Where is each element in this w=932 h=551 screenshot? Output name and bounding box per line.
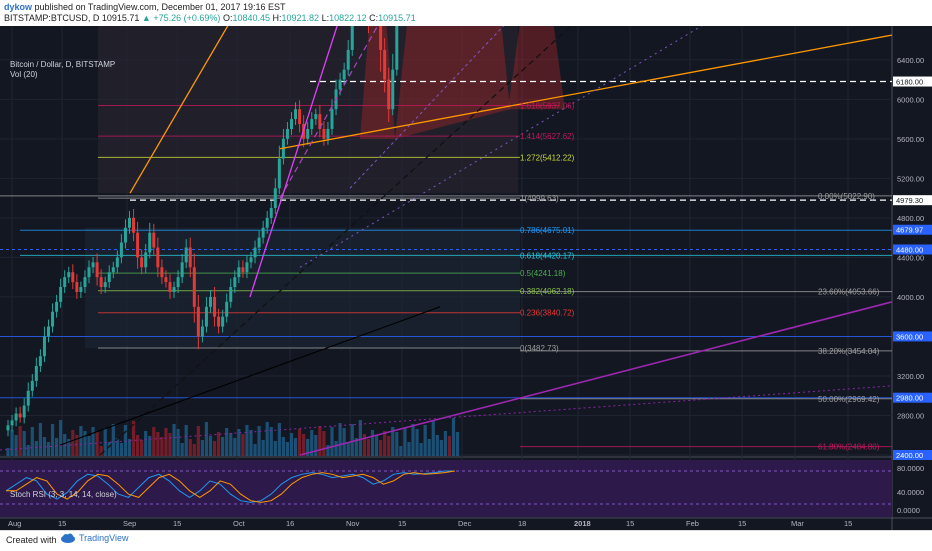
price-tick-label: 6400.00 xyxy=(897,56,924,65)
quote-line: BITSTAMP:BTCUSD, D 10915.71 ▲ +75.26 (+0… xyxy=(4,13,416,23)
price-badge xyxy=(893,76,932,87)
publish-info: published on TradingView.com, December 0… xyxy=(34,2,286,12)
time-tick-label: 16 xyxy=(286,519,294,528)
open-label: O: xyxy=(222,13,233,23)
price-badge xyxy=(893,392,932,403)
trendlines xyxy=(0,26,892,456)
price-badge xyxy=(893,224,932,235)
price-badge-text: 4679.97 xyxy=(896,226,923,235)
price-badge-text: 6180.00 xyxy=(896,78,923,87)
low-label: L: xyxy=(321,13,330,23)
publish-line: dykow published on TradingView.com, Dece… xyxy=(4,2,286,12)
rsi-tick-label: 80.0000 xyxy=(897,464,924,473)
rsi-tick-label: 0.0000 xyxy=(897,506,920,515)
fib-level-label: 1.618(5937.06) xyxy=(520,102,575,111)
fib-retracement-label: 50.00%(2969.42) xyxy=(818,395,880,404)
time-tick-label: Mar xyxy=(791,519,804,528)
price-tick-label: 4000.00 xyxy=(897,293,924,302)
low-value: 10822.12 xyxy=(329,13,367,23)
price-badge xyxy=(893,450,932,460)
rsi-tick-label: 40.0000 xyxy=(897,488,924,497)
price-tick-label: 2800.00 xyxy=(897,411,924,420)
time-axis[interactable]: Aug 15 Sep 15 Oct 16 Nov 15 Dec 18 2018 15 Feb 15 Mar 1… xyxy=(8,519,852,528)
price-chart-svg[interactable]: 4.236(9908.32)3.618(8970.87)2.618(7453.9… xyxy=(0,16,932,530)
candlesticks xyxy=(6,26,402,437)
up-arrow-icon: ▲ xyxy=(141,13,151,23)
fib-retracement-label: 0.00%(5022.90) xyxy=(818,192,875,201)
price-tick-label: 5600.00 xyxy=(897,135,924,144)
price-badge-text: 2400.00 xyxy=(896,451,923,460)
fib-level-label: 0.5(4241.18) xyxy=(520,269,566,278)
price-badge-text: 3600.00 xyxy=(896,332,923,341)
fib-level-label: 0(3482.73) xyxy=(520,344,559,353)
fib-level-label: 0.618(4420.17) xyxy=(520,251,575,260)
time-tick-label: 15 xyxy=(844,519,852,528)
high-value: 10921.82 xyxy=(281,13,320,23)
fib-level-label: 0.786(4675.01) xyxy=(520,226,575,235)
time-tick-label: 18 xyxy=(518,519,526,528)
volume-bars xyxy=(6,418,460,456)
price-axis[interactable]: 11600.0011200.0010800.0010400.0010000.00… xyxy=(893,16,932,515)
time-tick-label: 15 xyxy=(58,519,66,528)
price-tick-label: 4400.00 xyxy=(897,253,924,262)
symbol-label: BITSTAMP:BTCUSD, D xyxy=(4,13,100,23)
time-tick-label: Dec xyxy=(458,519,472,528)
cloud-icon xyxy=(61,533,75,543)
time-tick-label: 15 xyxy=(173,519,181,528)
price-tick-label: 4800.00 xyxy=(897,214,924,223)
volume-indicator-label[interactable]: Vol (20) xyxy=(10,70,38,79)
price-tick-label: 6000.00 xyxy=(897,95,924,104)
time-tick-label: Oct xyxy=(233,519,246,528)
created-with-label: Created with xyxy=(6,535,57,545)
fib-level-label: 0.236(3840.72) xyxy=(520,309,575,318)
close-label: C: xyxy=(369,13,379,23)
close-value: 10915.71 xyxy=(378,13,416,23)
author-link[interactable]: dykow xyxy=(4,2,33,12)
time-tick-label: Aug xyxy=(8,519,21,528)
footer: Created with TradingView xyxy=(0,530,932,551)
price-change: +75.26 (+0.69%) xyxy=(153,13,221,23)
time-tick-label: 15 xyxy=(738,519,746,528)
tradingview-brand: TradingView xyxy=(79,533,129,543)
stoch-rsi-label[interactable]: Stoch RSI (3, 3, 14, 14, close) xyxy=(10,490,117,499)
price-tick-label: 5200.00 xyxy=(897,174,924,183)
chart-area[interactable]: 4.236(9908.32)3.618(8970.87)2.618(7453.9… xyxy=(0,16,932,530)
time-tick-label: 15 xyxy=(398,519,406,528)
time-tick-label: Sep xyxy=(123,519,136,528)
fib-level-label: 1(4999.63) xyxy=(520,194,559,203)
open-value: 10840.45 xyxy=(232,13,270,23)
price-badge xyxy=(893,195,932,206)
price-tick-label: 3200.00 xyxy=(897,372,924,381)
fib-level-label: 1.272(5412.22) xyxy=(520,153,575,162)
time-tick-label: Nov xyxy=(346,519,360,528)
fib-retracement-label: 38.20%(3454.04) xyxy=(818,347,880,356)
stoch-rsi-pane xyxy=(0,460,892,517)
symbol-title: Bitcoin / Dollar, D, BITSTAMP xyxy=(10,60,116,69)
fib-retracement-label: 23.60%(4053.66) xyxy=(818,288,880,297)
price-badge-text: 4480.00 xyxy=(896,245,923,254)
time-tick-label: 15 xyxy=(626,519,634,528)
last-price: 10915.71 xyxy=(101,13,140,23)
fib-retracement-label: 61.80%(2484.80) xyxy=(818,443,880,452)
high-label: H: xyxy=(272,13,282,23)
fib-level-label: 0.382(4062.18) xyxy=(520,287,575,296)
tradingview-link[interactable]: TradingView xyxy=(60,533,129,543)
price-badge-text: 4979.30 xyxy=(896,196,923,205)
price-badge xyxy=(893,244,932,255)
time-tick-label: 2018 xyxy=(574,519,591,528)
price-badge-text: 2980.00 xyxy=(896,394,923,403)
chart-header: dykow published on TradingView.com, Dece… xyxy=(0,0,932,30)
time-tick-label: Feb xyxy=(686,519,699,528)
price-badge xyxy=(893,331,932,342)
fib-level-label: 1.414(5627.62) xyxy=(520,132,575,141)
